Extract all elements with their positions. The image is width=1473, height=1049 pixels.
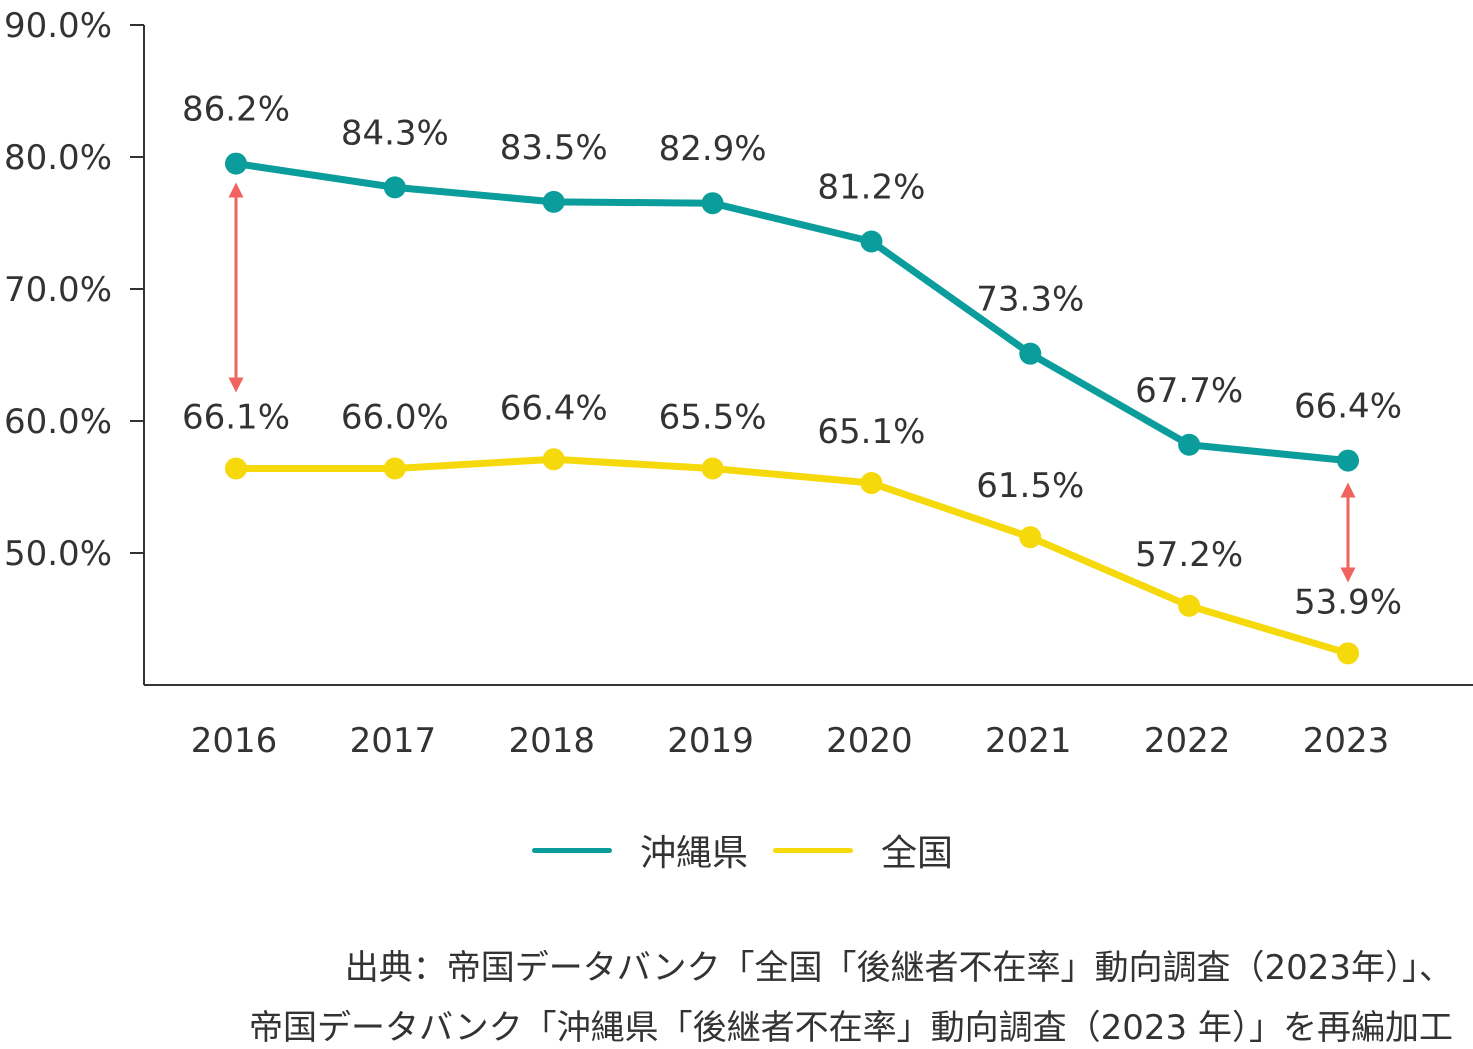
axes bbox=[143, 25, 1473, 686]
series-point-1 bbox=[225, 457, 247, 480]
data-label: 65.1% bbox=[817, 412, 925, 452]
x-tick-label: 2016 bbox=[191, 721, 278, 761]
x-tick-label: 2019 bbox=[667, 721, 754, 761]
data-label: 57.2% bbox=[1135, 535, 1243, 575]
series-line-0 bbox=[232, 160, 1352, 465]
x-tick-label: 2018 bbox=[508, 721, 595, 761]
data-label: 83.5% bbox=[500, 128, 608, 168]
series-point-0 bbox=[701, 192, 724, 215]
y-tick-label: 70.0% bbox=[4, 270, 112, 310]
series-point-1 bbox=[701, 457, 724, 480]
line-chart: 50.0%60.0%70.0%80.0%90.0% 2016 2017 2018 20… bbox=[4, 6, 1473, 761]
series-point-1 bbox=[1019, 526, 1042, 549]
series-point-0 bbox=[225, 152, 247, 175]
gap-arrows bbox=[228, 182, 1356, 583]
data-label: 73.3% bbox=[976, 280, 1084, 320]
data-label: 66.4% bbox=[500, 388, 608, 428]
data-label: 66.4% bbox=[1294, 387, 1402, 427]
y-tick-label: 90.0% bbox=[4, 6, 112, 46]
x-tick-label: 2017 bbox=[350, 721, 437, 761]
series-point-0 bbox=[1178, 433, 1201, 456]
source-line-2: 帝国データバンク「沖縄県「後継者不在率」動向調査（2023 年）」を再編加工 bbox=[248, 1008, 1453, 1048]
data-label: 86.2% bbox=[182, 90, 290, 130]
legend-item-national: 全国 bbox=[773, 820, 953, 880]
y-tick-label: 80.0% bbox=[4, 138, 112, 178]
legend-label-okinawa: 沖縄県 bbox=[640, 833, 749, 874]
data-labels: 86.2% 84.3% 83.5% 82.9% 81.2% 73.3% 67.7% 66.4%… bbox=[182, 90, 1402, 623]
data-label: 61.5% bbox=[976, 466, 1084, 506]
x-axis-ticks: 2016 2017 2018 2019 2020 2021 2022 2023 bbox=[191, 721, 1390, 761]
data-label: 65.5% bbox=[659, 398, 767, 438]
series-group bbox=[225, 152, 1359, 665]
source-line-1: 出典：帝国データバンク「全国「後継者不在率」動向調査（2023年）」、 bbox=[344, 948, 1453, 988]
legend: 沖縄県 全国 bbox=[0, 820, 1473, 880]
data-label: 66.0% bbox=[341, 398, 449, 438]
data-label: 67.7% bbox=[1135, 371, 1243, 411]
series-point-0 bbox=[383, 176, 406, 199]
series-point-1 bbox=[1337, 642, 1359, 665]
data-label: 81.2% bbox=[817, 167, 925, 207]
y-axis-ticks: 50.0% 60.0% 70.0% 80.0% 90.0% bbox=[4, 6, 144, 574]
data-label: 53.9% bbox=[1294, 582, 1402, 622]
data-label: 84.3% bbox=[341, 113, 449, 153]
series-point-1 bbox=[1178, 594, 1201, 617]
legend-swatch-national bbox=[773, 847, 853, 853]
data-label: 66.1% bbox=[182, 398, 290, 438]
series-point-0 bbox=[860, 230, 883, 253]
y-tick-label: 50.0% bbox=[4, 534, 112, 574]
legend-item-okinawa: 沖縄県 bbox=[532, 820, 748, 880]
x-tick-label: 2023 bbox=[1303, 721, 1390, 761]
series-line-1 bbox=[232, 455, 1352, 657]
y-tick-label: 60.0% bbox=[4, 402, 112, 442]
series-point-1 bbox=[860, 472, 883, 495]
series-point-0 bbox=[1337, 449, 1359, 472]
legend-swatch-okinawa bbox=[532, 847, 612, 853]
x-tick-label: 2022 bbox=[1144, 721, 1231, 761]
data-label: 82.9% bbox=[659, 129, 767, 169]
x-tick-label: 2020 bbox=[826, 721, 913, 761]
series-point-1 bbox=[542, 448, 565, 471]
series-point-0 bbox=[542, 190, 565, 213]
x-tick-label: 2021 bbox=[985, 721, 1072, 761]
legend-label-national: 全国 bbox=[881, 833, 954, 874]
series-point-0 bbox=[1019, 342, 1042, 365]
series-point-1 bbox=[383, 457, 406, 480]
